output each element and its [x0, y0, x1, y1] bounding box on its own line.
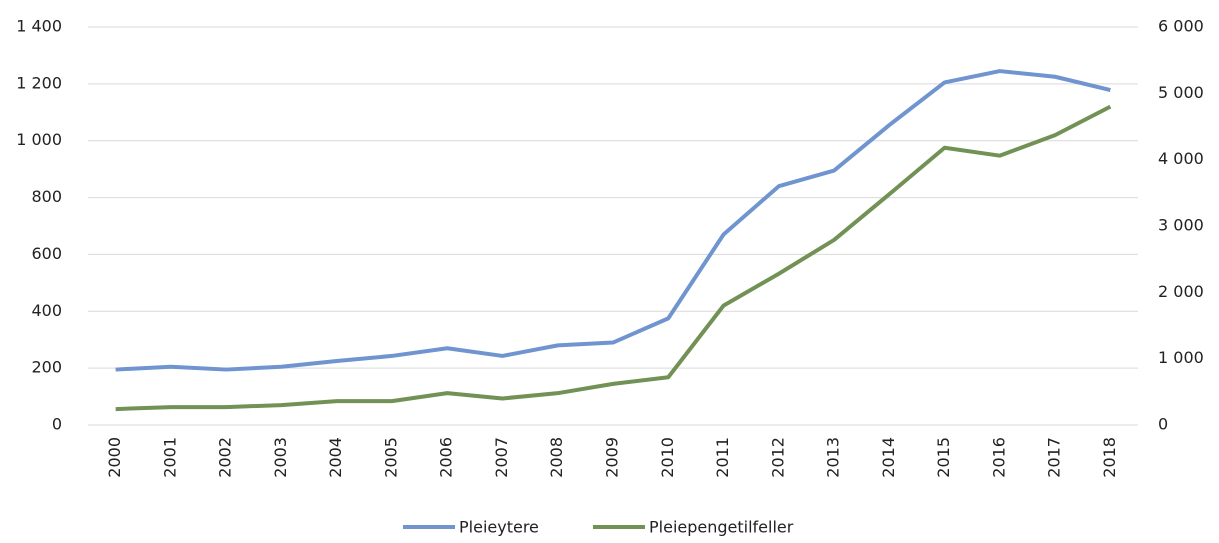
- y-tick-label: 800: [31, 187, 62, 206]
- y2-tick-label: 1 000: [1158, 348, 1204, 367]
- x-tick-label: 2008: [547, 437, 566, 478]
- y2-tick-label: 4 000: [1158, 149, 1204, 168]
- y-tick-label: 1 200: [16, 73, 62, 92]
- y-tick-label: 0: [52, 415, 62, 434]
- x-tick-label: 2003: [271, 437, 290, 478]
- y-tick-label: 400: [31, 301, 62, 320]
- x-tick-label: 2012: [768, 437, 787, 478]
- x-tick-label: 2013: [824, 437, 843, 478]
- x-tick-label: 2009: [603, 437, 622, 478]
- y-tick-label: 200: [31, 358, 62, 377]
- y-tick-label: 600: [31, 244, 62, 263]
- legend-label: Pleiepengetilfeller: [649, 518, 794, 537]
- x-tick-label: 2016: [989, 437, 1008, 478]
- x-tick-label: 2004: [326, 437, 345, 478]
- x-tick-label: 2017: [1045, 437, 1064, 478]
- x-tick-label: 2005: [381, 437, 400, 478]
- x-tick-label: 2015: [934, 437, 953, 478]
- x-tick-label: 2001: [160, 437, 179, 478]
- series-line: [115, 69, 1111, 372]
- y-tick-label: 1 000: [16, 130, 62, 149]
- x-tick-label: 2000: [105, 437, 124, 478]
- y2-tick-label: 6 000: [1158, 17, 1204, 36]
- y2-tick-label: 0: [1158, 415, 1168, 434]
- series-line: [115, 104, 1112, 412]
- y2-tick-label: 3 000: [1158, 216, 1204, 235]
- x-tick-label: 2002: [216, 437, 235, 478]
- x-tick-label: 2011: [713, 437, 732, 478]
- x-tick-label: 2018: [1100, 437, 1119, 478]
- legend-label: Pleieytere: [459, 518, 539, 537]
- y2-tick-label: 2 000: [1158, 282, 1204, 301]
- y-tick-label: 1 400: [16, 17, 62, 36]
- x-tick-label: 2006: [437, 437, 456, 478]
- x-tick-label: 2007: [492, 437, 511, 478]
- x-tick-label: 2014: [879, 437, 898, 478]
- y2-tick-label: 5 000: [1158, 83, 1204, 102]
- x-tick-label: 2010: [658, 437, 677, 478]
